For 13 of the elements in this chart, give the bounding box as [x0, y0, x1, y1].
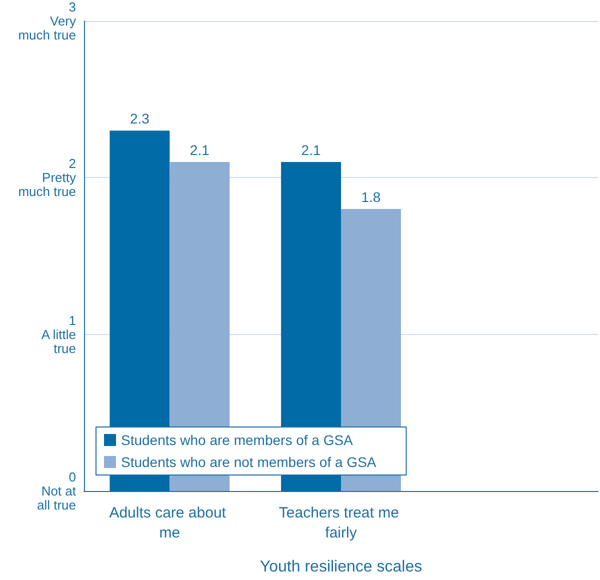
data-label: 1.8: [361, 189, 381, 205]
x-tick-label: Adults care about me: [109, 504, 230, 542]
x-tick-label: Teachers treat me fairly: [278, 504, 404, 542]
data-label: 2.3: [130, 110, 150, 127]
data-label: 2.1: [301, 142, 321, 158]
x-axis-title: Youth resilience scales: [260, 558, 422, 576]
legend-label: Students who are not members of a GSA: [121, 454, 377, 470]
y-tick-label: 2 Pretty much true: [18, 156, 76, 200]
data-label: 2.1: [190, 142, 210, 158]
legend-label: Students who are members of a GSA: [121, 432, 354, 448]
y-tick-label: 0 Not at all true: [36, 470, 76, 512]
y-tick-label: 1 A little true: [41, 312, 76, 356]
y-tick-label: 3 Very much true: [18, 0, 76, 42]
